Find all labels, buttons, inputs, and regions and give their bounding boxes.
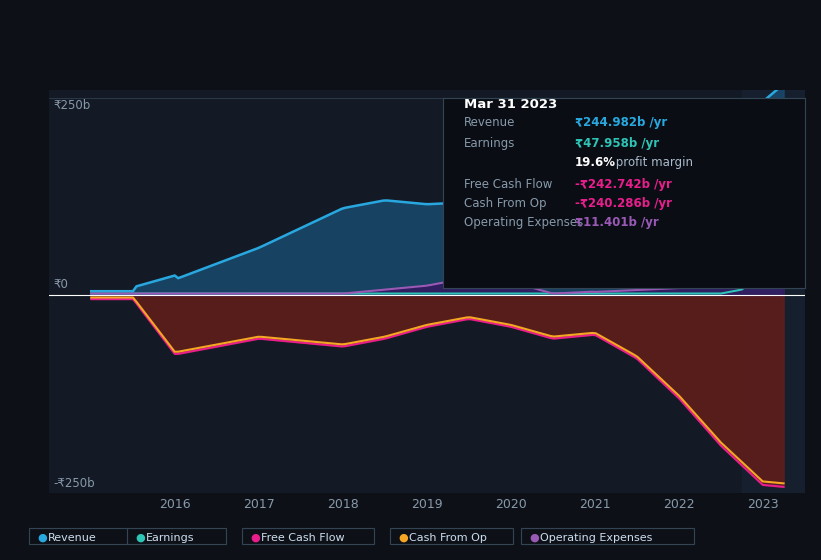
- Text: 19.6%: 19.6%: [575, 156, 616, 170]
- Text: Operating Expenses: Operating Expenses: [540, 533, 653, 543]
- Text: ●: ●: [37, 533, 47, 543]
- Text: ●: ●: [530, 533, 539, 543]
- Text: -₹240.286b /yr: -₹240.286b /yr: [575, 197, 672, 210]
- Text: ₹244.982b /yr: ₹244.982b /yr: [575, 116, 667, 129]
- Text: ●: ●: [398, 533, 408, 543]
- Text: Free Cash Flow: Free Cash Flow: [261, 533, 345, 543]
- Text: Earnings: Earnings: [464, 137, 516, 150]
- Text: ●: ●: [250, 533, 260, 543]
- Text: Cash From Op: Cash From Op: [409, 533, 487, 543]
- Text: Revenue: Revenue: [48, 533, 96, 543]
- Text: Revenue: Revenue: [464, 116, 516, 129]
- Text: ₹250b: ₹250b: [53, 99, 90, 112]
- Text: ₹47.958b /yr: ₹47.958b /yr: [575, 137, 658, 150]
- Text: Cash From Op: Cash From Op: [464, 197, 546, 210]
- Text: Mar 31 2023: Mar 31 2023: [464, 97, 557, 110]
- Text: ₹11.401b /yr: ₹11.401b /yr: [575, 216, 658, 229]
- Text: ₹0: ₹0: [53, 278, 68, 291]
- Text: Free Cash Flow: Free Cash Flow: [464, 178, 553, 191]
- Text: Operating Expenses: Operating Expenses: [464, 216, 583, 229]
- Text: -₹250b: -₹250b: [53, 478, 95, 491]
- Text: Earnings: Earnings: [146, 533, 195, 543]
- Text: profit margin: profit margin: [612, 156, 693, 170]
- Text: ●: ●: [135, 533, 145, 543]
- Bar: [741, 90, 805, 493]
- Text: -₹242.742b /yr: -₹242.742b /yr: [575, 178, 672, 191]
